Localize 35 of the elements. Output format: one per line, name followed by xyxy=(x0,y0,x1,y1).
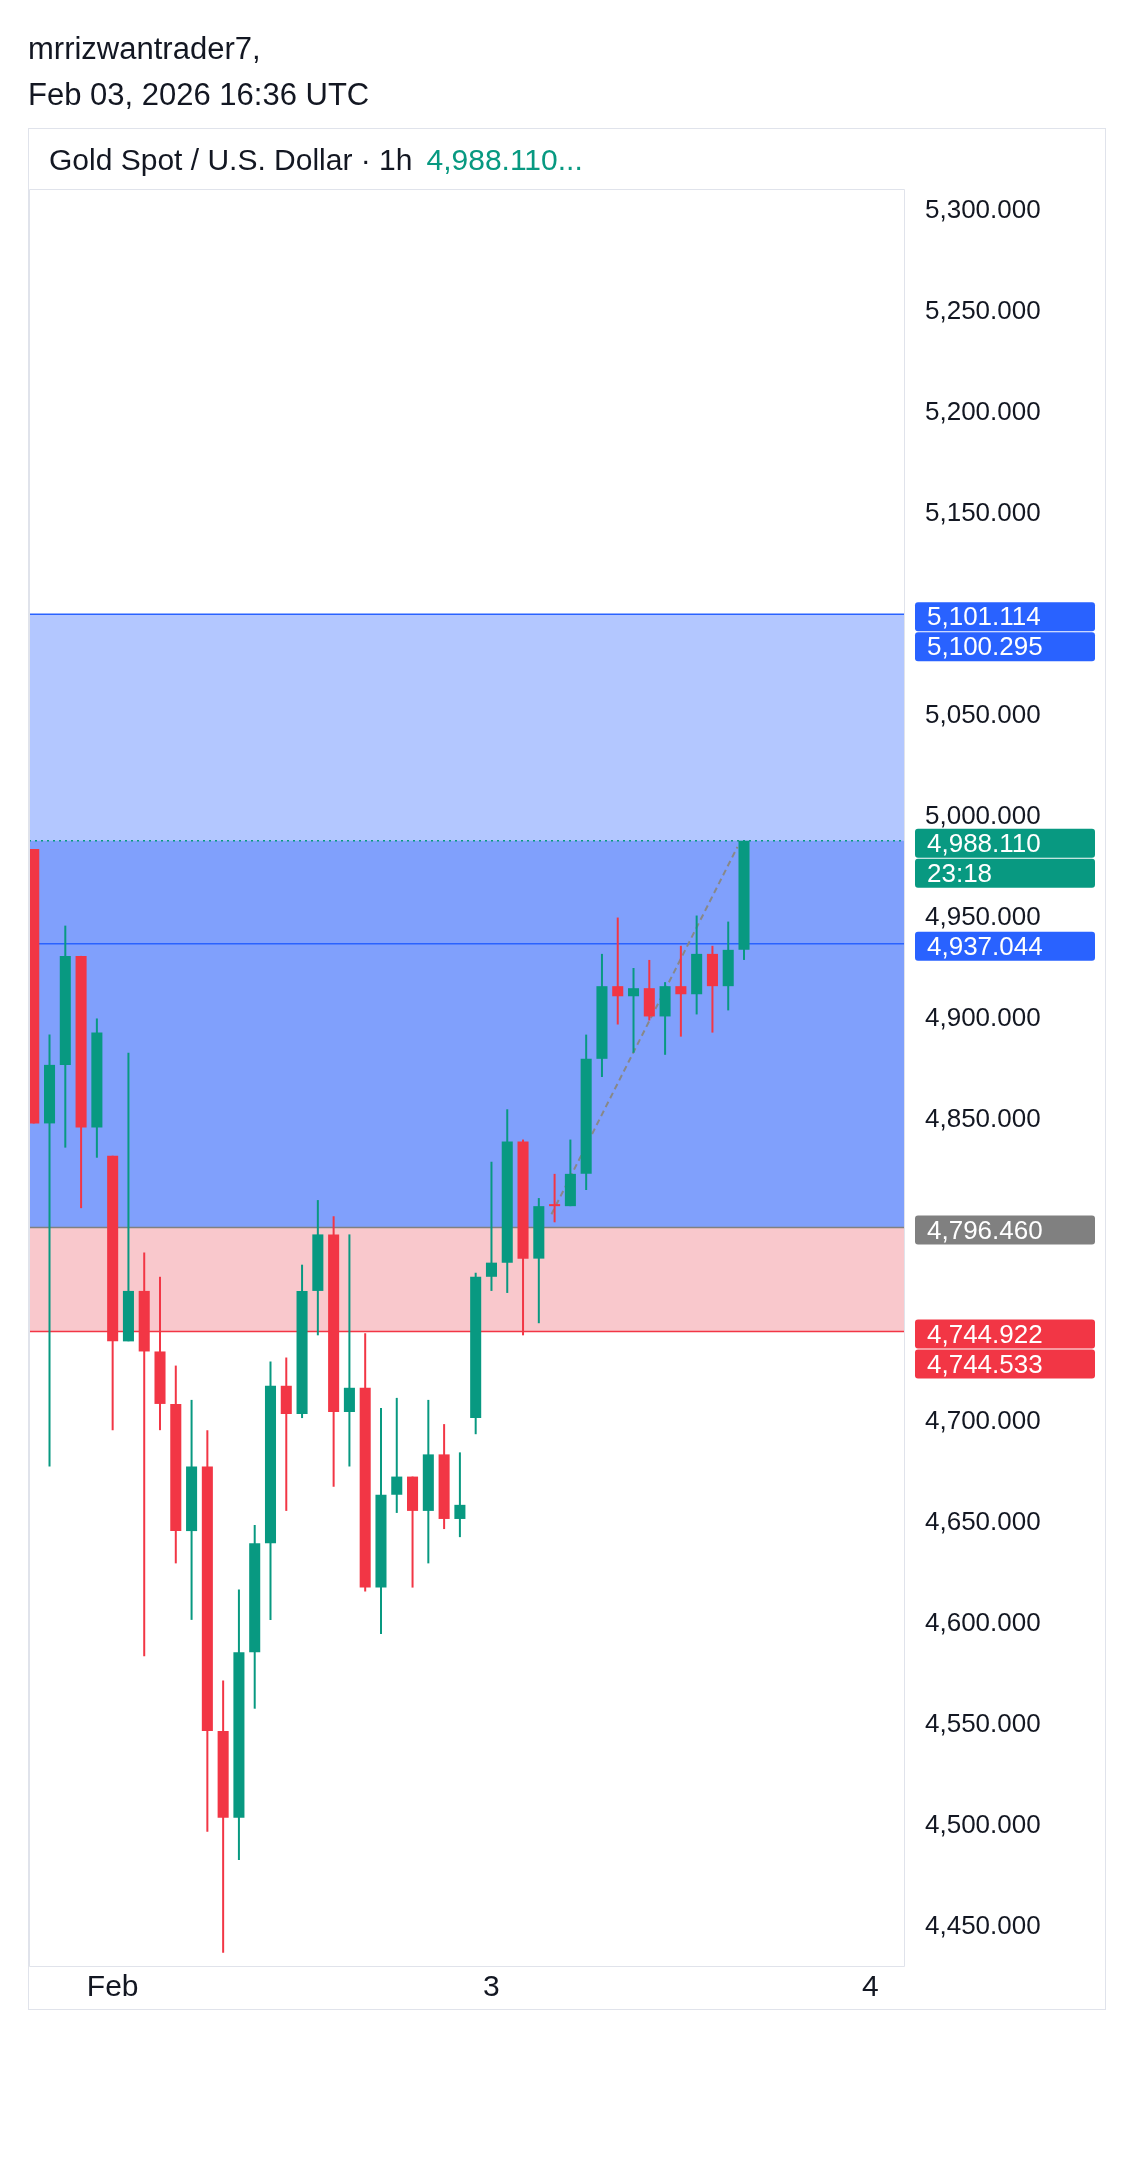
chart-title: Gold Spot / U.S. Dollar · 1h xyxy=(49,143,413,176)
y-tick-label: 5,200.000 xyxy=(925,396,1041,427)
candlestick xyxy=(549,1172,561,1224)
candlestick xyxy=(391,1396,403,1514)
y-tick-label: 4,500.000 xyxy=(925,1808,1041,1839)
candlestick xyxy=(675,944,687,1038)
text: mrrizwantrader7, xyxy=(28,30,262,68)
x-tick-label: 3 xyxy=(483,1969,500,2003)
chart-subtitle: 4,988.110... xyxy=(426,143,583,176)
ref-line-label: 4,796.460 xyxy=(927,1214,1043,1245)
y-tick-label: 4,650.000 xyxy=(925,1506,1041,1537)
y-tick-label: 4,700.000 xyxy=(925,1405,1041,1436)
y-tick-label: 5,000.000 xyxy=(925,799,1041,830)
candlestick xyxy=(628,967,640,1054)
y-tick-label: 4,550.000 xyxy=(925,1707,1041,1738)
candlestick xyxy=(343,1233,355,1468)
ref-line-label: 4,937.044 xyxy=(927,930,1043,961)
y-tick-label: 5,250.000 xyxy=(925,295,1041,326)
y-tick-label: 4,950.000 xyxy=(925,900,1041,931)
y-tick-label: 4,600.000 xyxy=(925,1607,1041,1638)
y-tick-label: 4,900.000 xyxy=(925,1001,1041,1032)
y-tick-label: 5,050.000 xyxy=(925,698,1041,729)
ref-line-label: 4,988.110 23:18 xyxy=(927,827,1041,888)
x-tick-label: 4 xyxy=(861,1969,879,2003)
y-tick-label: 5,300.000 xyxy=(925,194,1041,225)
text: Feb 03, 2026 16:36 UTC xyxy=(28,76,371,114)
y-tick-label: 5,150.000 xyxy=(925,497,1041,528)
ref-line-label: 4,744.922 4,744.533 xyxy=(927,1318,1043,1379)
candlestick xyxy=(612,916,624,1026)
x-tick-label: Feb xyxy=(86,1969,139,2003)
y-tick-label: 4,850.000 xyxy=(925,1102,1041,1133)
y-tick-label: 4,450.000 xyxy=(925,1909,1041,1940)
ref-line-label: 5,101.114 5,100.295 xyxy=(927,601,1043,662)
candlestick xyxy=(485,1160,497,1292)
candlestick xyxy=(454,1451,466,1539)
